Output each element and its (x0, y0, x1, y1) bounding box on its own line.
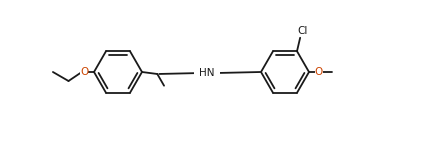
Text: HN: HN (199, 68, 215, 78)
Text: O: O (80, 67, 88, 77)
Text: O: O (315, 67, 323, 77)
Text: Cl: Cl (297, 26, 307, 36)
